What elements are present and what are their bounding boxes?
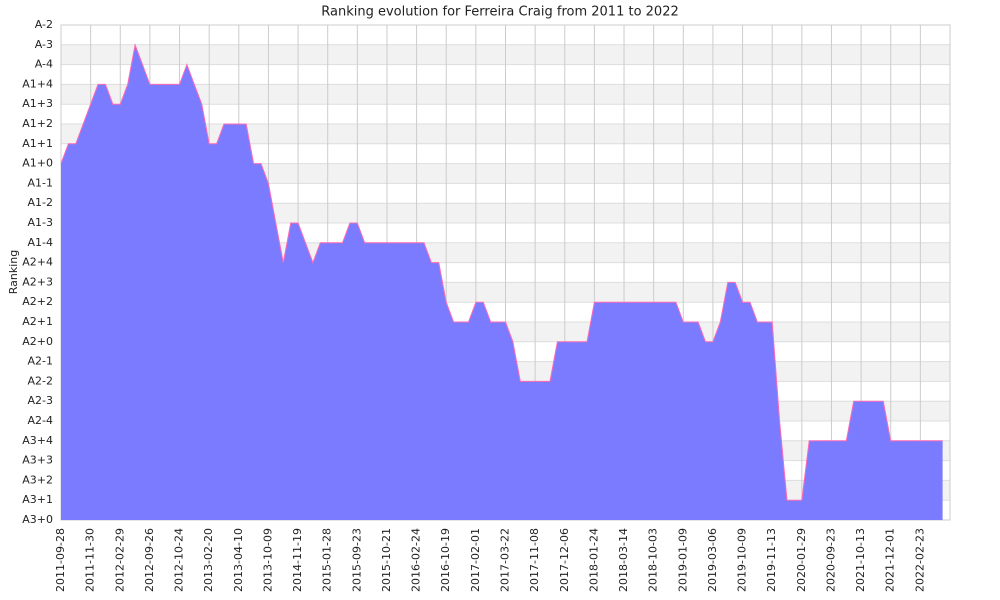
x-tick-label: 2018-01-24 [587, 528, 600, 592]
y-tick-label: A2+3 [22, 275, 53, 288]
x-tick-label: 2015-09-23 [350, 528, 363, 592]
chart-title: Ranking evolution for Ferreira Craig fro… [321, 5, 679, 20]
x-tick-label: 2013-04-10 [232, 528, 245, 592]
x-tick-label: 2020-09-23 [824, 528, 837, 592]
x-tick-label: 2018-10-03 [647, 528, 660, 592]
x-tick-label: 2017-03-22 [499, 528, 512, 592]
x-tick-label: 2012-10-24 [173, 528, 186, 592]
y-tick-label: A2-3 [28, 394, 54, 407]
x-tick-label: 2017-02-01 [469, 528, 482, 592]
x-tick-label: 2015-01-28 [321, 528, 334, 592]
x-tick-label: 2017-11-08 [528, 528, 541, 592]
x-tick-label: 2019-11-13 [765, 528, 778, 592]
y-tick-label: A2-4 [28, 414, 54, 427]
y-tick-label: A1+0 [22, 157, 53, 170]
y-tick-label: A3+3 [22, 454, 53, 467]
y-tick-label: A1-1 [28, 176, 54, 189]
x-tick-label: 2017-12-06 [558, 528, 571, 592]
y-tick-label: A2+0 [22, 335, 53, 348]
y-tick-label: A1-3 [28, 216, 54, 229]
x-tick-label: 2021-10-13 [854, 528, 867, 592]
y-tick-label: A2+2 [22, 295, 53, 308]
y-tick-label: A1-4 [28, 236, 54, 249]
y-tick-label: A2-2 [28, 374, 54, 387]
y-tick-label: A3+2 [22, 473, 53, 486]
y-tick-label: A1+2 [22, 117, 53, 130]
area [61, 44, 943, 521]
y-tick-label: A1+4 [22, 77, 53, 90]
x-tick-label: 2019-03-06 [706, 528, 719, 592]
x-tick-label: 2016-10-19 [439, 528, 452, 592]
x-tick-label: 2014-11-19 [291, 528, 304, 592]
x-tick-label: 2011-11-30 [84, 528, 97, 592]
y-tick-label: A3+1 [22, 493, 53, 506]
x-tick-label: 2022-02-23 [913, 528, 926, 592]
y-tick-label: A2+1 [22, 315, 53, 328]
x-tick-label: 2018-03-14 [617, 528, 630, 592]
x-tick-label: 2019-01-09 [676, 528, 689, 592]
y-axis-label: Ranking [7, 250, 20, 295]
y-tick-label: A-3 [35, 38, 53, 51]
x-tick-label: 2019-10-09 [736, 528, 749, 592]
x-tick-label: 2020-01-29 [795, 528, 808, 592]
x-tick-label: 2016-02-24 [410, 528, 423, 592]
y-tick-label: A2+4 [22, 256, 53, 269]
y-tick-label: A1-2 [28, 196, 54, 209]
y-tick-label: A1+3 [22, 97, 53, 110]
line [60, 42, 943, 501]
x-tick-label: 2021-12-01 [884, 528, 897, 592]
x-tick-label: 2013-02-20 [202, 528, 215, 592]
y-tick-label: A3+4 [22, 434, 53, 447]
y-tick-label: A1+1 [22, 137, 53, 150]
x-tick-label: 2015-10-21 [380, 528, 393, 592]
y-tick-label: A3+0 [22, 513, 53, 526]
x-tick-label: 2012-02-29 [113, 528, 126, 592]
y-tick-label: A2-1 [28, 355, 54, 368]
x-tick-label: 2013-10-09 [261, 528, 274, 592]
y-tick-label: A-2 [35, 18, 53, 31]
x-tick-label: 2012-09-26 [143, 528, 156, 592]
y-tick-label: A-4 [35, 58, 53, 71]
x-tick-label: 2011-09-28 [54, 528, 67, 592]
